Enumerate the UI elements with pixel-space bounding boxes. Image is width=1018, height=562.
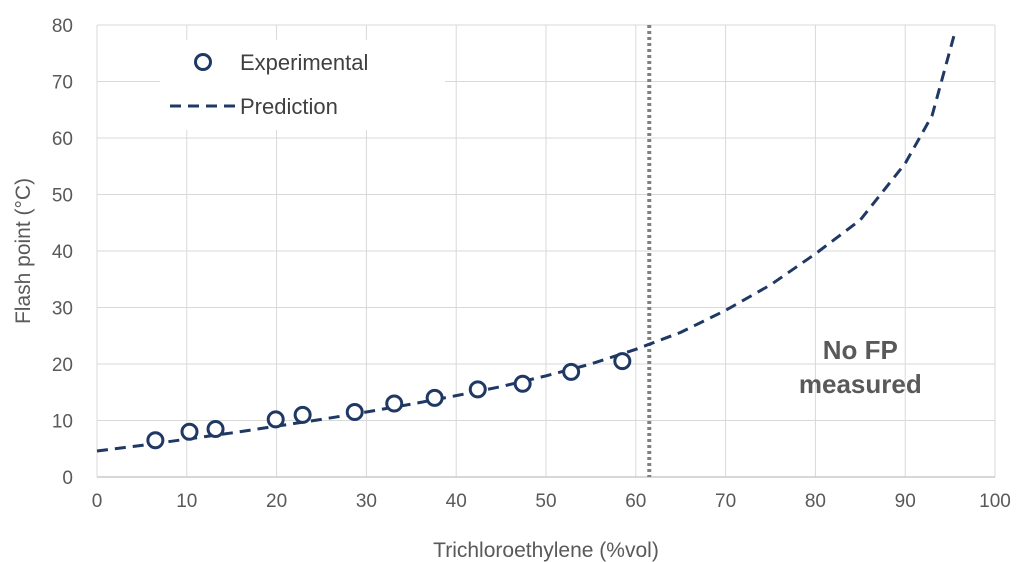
- x-tick-label: 70: [715, 491, 736, 512]
- x-axis-title: Trichloroethylene (%vol): [433, 539, 659, 562]
- y-tick-label: 80: [52, 16, 73, 37]
- y-tick-label: 50: [52, 186, 73, 207]
- y-tick-label: 30: [52, 299, 73, 320]
- experimental-point: [293, 405, 312, 424]
- experimental-point: [425, 388, 444, 407]
- x-tick-label: 10: [176, 491, 197, 512]
- experimental-point: [613, 352, 632, 371]
- x-tick-label: 80: [805, 491, 826, 512]
- axes: 0 10 20 30 40 50 60 70 80 90 100 0 10 20 30 40 50 60 70 80: [52, 16, 1011, 512]
- x-tick-label: 60: [625, 491, 646, 512]
- x-tick-label: 20: [266, 491, 287, 512]
- experimental-point: [562, 362, 581, 381]
- legend-label-prediction: Prediction: [240, 94, 338, 119]
- annotation-line: measured: [799, 369, 922, 399]
- x-tick-label: 0: [92, 491, 103, 512]
- legend-label-experimental: Experimental: [240, 50, 368, 75]
- prediction-line: [96, 33, 957, 453]
- grid-lines: [97, 24, 996, 477]
- annotation-text: No FP measured: [799, 335, 922, 399]
- experimental-point: [266, 410, 285, 429]
- y-tick-label: 0: [62, 468, 73, 489]
- experimental-point: [385, 394, 404, 413]
- experimental-point: [180, 422, 199, 441]
- experimental-point: [206, 419, 225, 438]
- annotation-group: No FP measured: [799, 335, 922, 399]
- y-tick-label: 10: [52, 412, 73, 433]
- y-tick-label: 20: [52, 355, 73, 376]
- y-tick-label: 40: [52, 242, 73, 263]
- experimental-point: [513, 374, 532, 393]
- x-tick-label: 50: [535, 491, 556, 512]
- y-axis-title: Flash point (°C): [12, 178, 35, 324]
- series-group: [96, 33, 957, 453]
- experimental-point: [468, 380, 487, 399]
- legend-marker-experimental: [194, 53, 212, 71]
- y-tick-label: 70: [52, 73, 73, 94]
- x-tick-label: 40: [446, 491, 467, 512]
- y-tick-label: 60: [52, 129, 73, 150]
- experimental-point: [146, 431, 165, 450]
- axis-titles: Trichloroethylene (%vol) Flash point (°C): [12, 178, 659, 562]
- x-tick-label: 100: [979, 491, 1011, 512]
- experimental-point: [345, 403, 364, 422]
- x-tick-label: 90: [895, 491, 916, 512]
- x-tick-label: 30: [356, 491, 377, 512]
- annotation-line: No FP: [823, 335, 898, 365]
- legend: Experimental Prediction: [160, 40, 445, 130]
